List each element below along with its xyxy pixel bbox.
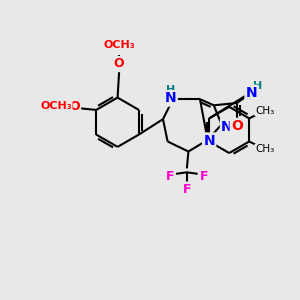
Text: H: H <box>253 81 262 91</box>
Text: N: N <box>221 120 233 134</box>
Text: OCH₃: OCH₃ <box>103 40 135 50</box>
Text: O: O <box>231 119 243 133</box>
Text: N: N <box>246 86 257 100</box>
Text: N: N <box>203 134 215 148</box>
Text: F: F <box>200 169 208 183</box>
Text: N: N <box>165 92 176 105</box>
Text: OCH₃: OCH₃ <box>40 101 72 111</box>
Text: H: H <box>166 85 175 95</box>
Text: O: O <box>114 57 124 70</box>
Text: CH₃: CH₃ <box>255 144 274 154</box>
Text: O: O <box>69 100 80 112</box>
Text: F: F <box>166 169 174 183</box>
Text: CH₃: CH₃ <box>255 106 274 116</box>
Text: F: F <box>183 183 191 196</box>
